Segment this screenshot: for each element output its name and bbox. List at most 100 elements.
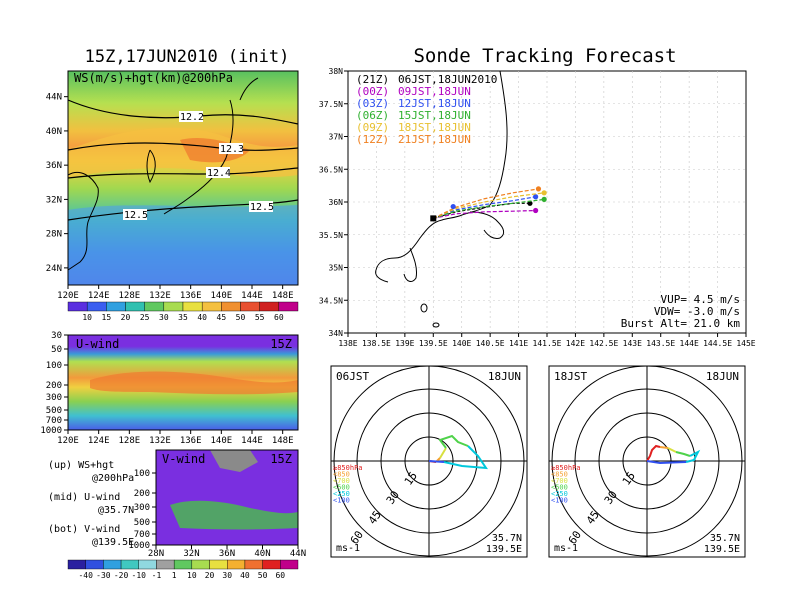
- ws-colorbar-label: 35: [178, 313, 188, 322]
- ws-colorbar-label: 45: [217, 313, 227, 322]
- v-colorbar-label: 50: [258, 571, 268, 580]
- ws-map-xtick-label: 140E: [210, 291, 232, 301]
- v-wind-label: V-wind: [162, 452, 205, 466]
- track-xtick-label: 140E: [452, 339, 471, 348]
- ws-colorbar-swatch: [221, 301, 241, 312]
- v-wind-xtick-label: 40N: [254, 549, 270, 559]
- hodo-right-seg-yellow: [667, 447, 677, 453]
- track-end-point: [541, 196, 547, 202]
- ws-colorbar-label: 10: [82, 313, 92, 322]
- ws-colorbar-label: 25: [140, 313, 150, 322]
- track-legend-valid: 12JST,18JUN: [398, 97, 471, 110]
- ws-map-frame: [67, 70, 299, 286]
- contour-label-5: 12.5: [250, 202, 274, 213]
- ws-map-xticks: 120E 124E 128E 132E 136E 140E 144E 148E: [57, 285, 294, 301]
- ws-map-xtick-label: 128E: [118, 291, 140, 301]
- captions: (up) WS+hgt @200hPa (mid) U-wind @35.7N …: [48, 460, 134, 548]
- track-legend-valid: 18JST,18JUN: [398, 121, 471, 134]
- track-end-point: [527, 200, 533, 206]
- hodo-left-seg-cyan: [443, 445, 488, 470]
- v-colorbar-label: -10: [132, 571, 147, 580]
- caption-up-sub: @200hPa: [92, 473, 134, 484]
- v-colorbar-swatch: [173, 559, 193, 570]
- level-legend-entry: <500: [551, 484, 568, 492]
- v-colorbar: -40 -30 -20 -10 -1 1 10 20 30 40 50 60: [67, 559, 299, 580]
- track-legend-run: (09Z): [356, 121, 389, 134]
- ws-colorbar-swatch: [240, 301, 260, 312]
- level-legend-left: ≥850hPa<850<700<500<250<100: [333, 464, 363, 505]
- v-colorbar-label: -20: [114, 571, 129, 580]
- track-xtick-label: 144E: [680, 339, 699, 348]
- hodo-right-seg-orange: [659, 446, 669, 449]
- track-ytick-label: 37.5N: [319, 100, 343, 109]
- hodo-right-time: 18JST: [554, 370, 587, 383]
- ws-map-panel: WS(m/s)+hgt(km)@200hPa 12.2 12.3 12.4 12…: [46, 70, 299, 322]
- ws-map-ytick-label: 32N: [46, 195, 62, 205]
- track-legend-valid: 09JST,18JUN: [398, 85, 471, 98]
- v-wind-xtick-label: 44N: [290, 549, 306, 559]
- u-wind-ytick-label: 500: [46, 406, 62, 416]
- u-wind-jet: [90, 371, 298, 395]
- track-xtick-label: 144.5E: [703, 339, 732, 348]
- hodo-right-seg-green: [675, 451, 691, 457]
- track-xtick-label: 142.5E: [589, 339, 618, 348]
- track-grid: [348, 71, 746, 333]
- v-colorbar-label: 20: [205, 571, 215, 580]
- track-legend-run: (03Z): [356, 97, 389, 110]
- hodo-right-unit: ms-1: [554, 543, 578, 554]
- ws-map-ytick-label: 36N: [46, 161, 62, 171]
- track-xtick-label: 142E: [566, 339, 585, 348]
- ws-map-ytick-label: 44N: [46, 93, 62, 103]
- v-colorbar-label: -40: [78, 571, 93, 580]
- ws-colorbar-label: 15: [102, 313, 112, 322]
- land-outline-korea: [146, 149, 156, 184]
- track-xtick-label: 138.5E: [362, 339, 391, 348]
- param-burst: Burst Alt= 21.0 km: [621, 317, 741, 330]
- hodo-right-seg-red: [646, 444, 661, 462]
- v-wind-ytick-label: 1000: [128, 541, 150, 551]
- hodo-right-ring-label-60: 60: [566, 528, 584, 546]
- v-colorbar-label: 60: [275, 571, 285, 580]
- u-wind-ytick-label: 50: [51, 345, 62, 355]
- hodo-right-seg-blue: [646, 460, 687, 465]
- ws-map-xtick-label: 124E: [88, 291, 110, 301]
- ws-map-yticks: 24N 28N 32N 36N 40N 44N: [46, 93, 68, 274]
- v-wind-xticks: 28N 32N 36N 40N 44N: [148, 545, 306, 559]
- track-xtick-label: 145E: [736, 339, 755, 348]
- hodo-right-date: 18JUN: [706, 370, 739, 383]
- ws-colorbar-swatch: [106, 301, 126, 312]
- track-ytick-label: 35.5N: [319, 231, 343, 240]
- level-legend-entry: <500: [333, 484, 350, 492]
- track-ytick-label: 36N: [329, 198, 344, 207]
- hodo-left-lat: 35.7N: [492, 533, 522, 544]
- contour-label-4: 12.5: [124, 210, 148, 221]
- ws-colorbar-label: 55: [255, 313, 265, 322]
- hodo-right-lon: 139.5E: [704, 544, 740, 555]
- left-title: 15Z,17JUN2010 (init): [85, 47, 290, 67]
- hgt-contour-12.3: [67, 142, 299, 151]
- v-wind-ytick-label: 700: [134, 530, 150, 540]
- coastline-chiba: [469, 211, 505, 239]
- v-wind-ytick-label: 200: [134, 489, 150, 499]
- param-vdw: VDW= -3.0 m/s: [654, 305, 740, 318]
- v-colorbar-swatch: [209, 559, 228, 570]
- track-legend-run: (00Z): [356, 85, 389, 98]
- u-wind-xtick-label: 128E: [118, 436, 140, 446]
- v-colorbar-label: 40: [240, 571, 250, 580]
- param-vup: VUP= 4.5 m/s: [661, 293, 740, 306]
- ws-colorbar-label: 30: [159, 313, 169, 322]
- track-series-line: [433, 198, 545, 219]
- v-colorbar-swatch: [138, 559, 157, 570]
- hodo-left-seg-green: [438, 434, 469, 449]
- v-colorbar-swatch: [244, 559, 263, 570]
- right-title: Sonde Tracking Forecast: [413, 45, 676, 67]
- u-wind-ytick-label: 700: [46, 416, 62, 426]
- u-wind-ytick-label: 300: [46, 393, 62, 403]
- ws-colorbar-label: 60: [274, 313, 284, 322]
- level-legend-entry: ≥850hPa: [551, 464, 581, 472]
- track-xtick-label: 140.5E: [476, 339, 505, 348]
- v-wind-xtick-label: 32N: [183, 549, 199, 559]
- ws-colorbar-swatch: [144, 301, 165, 312]
- u-wind-xtick-label: 124E: [88, 436, 110, 446]
